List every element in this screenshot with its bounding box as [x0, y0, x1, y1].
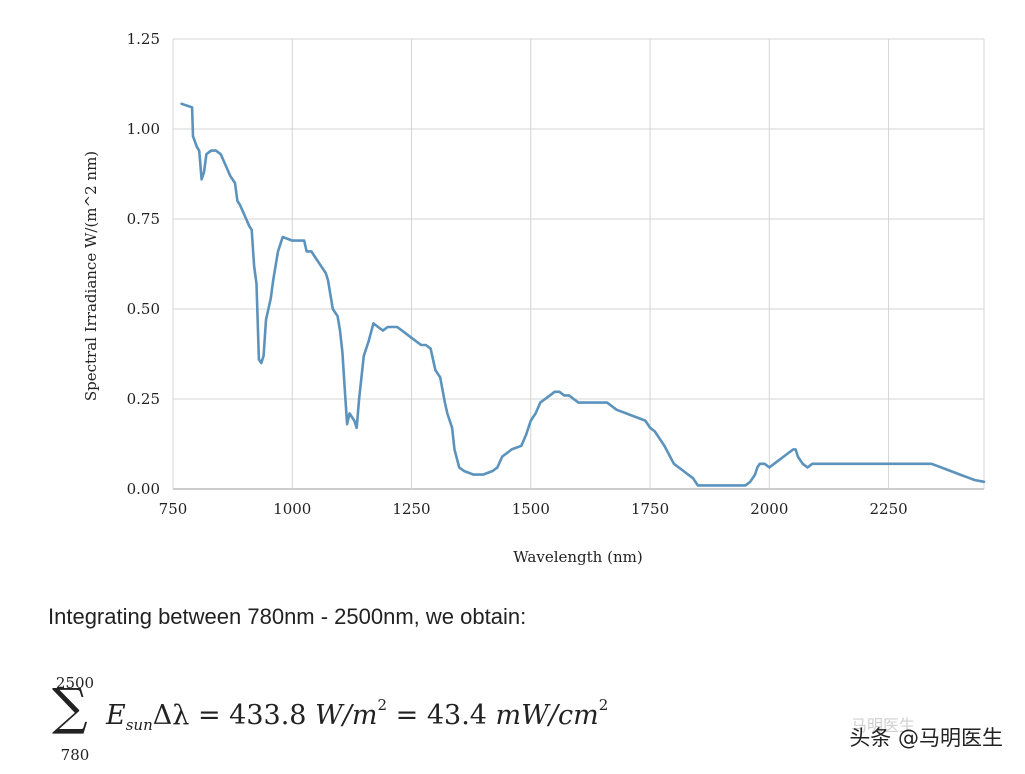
- formula-unit-2: mW/cm: [495, 700, 599, 731]
- integration-caption: Integrating between 780nm - 2500nm, we o…: [48, 604, 527, 629]
- y-tick-label: 1.25: [127, 30, 160, 48]
- y-tick-label: 0.50: [127, 300, 160, 318]
- x-axis-label: Wavelength (nm): [513, 548, 642, 566]
- y-axis-ticks: 0.00 0.25 0.50 0.75 1.00 1.25: [127, 30, 160, 498]
- formula-expression: EsunΔλ = 433.8 W/m2 = 43.4 mW/cm2: [106, 696, 608, 734]
- integration-formula: 2500 ∑ 780 EsunΔλ = 433.8 W/m2 = 43.4 mW…: [50, 668, 690, 768]
- formula-equals-value-2: = 43.4: [387, 700, 496, 731]
- formula-term: E: [106, 700, 126, 731]
- y-axis-label: Spectral Irradiance W/(m^2 nm): [82, 151, 100, 401]
- watermark: 头条 @马明医生: [849, 726, 1003, 750]
- formula-unit-2-exponent: 2: [598, 696, 609, 714]
- spectral-irradiance-chart: 0.00 0.25 0.50 0.75 1.00 1.25 750 1000 1250 1500…: [82, 30, 986, 566]
- x-tick-label: 1250: [392, 500, 430, 518]
- y-tick-label: 0.25: [127, 390, 160, 408]
- x-tick-label: 2000: [750, 500, 788, 518]
- faded-watermark: 马明医生: [850, 716, 915, 735]
- y-tick-label: 0.75: [127, 210, 160, 228]
- chart-grid: [172, 38, 985, 490]
- formula-equals-value-1: = 433.8: [189, 700, 316, 731]
- sum-symbol: ∑: [52, 678, 88, 736]
- x-axis-ticks: 750 1000 1250 1500 1750 2000 2250: [159, 500, 908, 518]
- y-tick-label: 0.00: [127, 480, 160, 498]
- formula-delta-lambda: Δλ: [152, 700, 190, 731]
- x-tick-label: 1750: [631, 500, 669, 518]
- x-tick-label: 750: [159, 500, 188, 518]
- y-tick-label: 1.00: [127, 120, 160, 138]
- sum-upper-limit: 2500: [55, 674, 95, 692]
- formula-unit-1: W/m: [315, 700, 378, 731]
- spectral-irradiance-line: [180, 102, 986, 487]
- x-tick-label: 2250: [869, 500, 907, 518]
- formula-unit-1-exponent: 2: [377, 696, 388, 714]
- x-tick-label: 1500: [512, 500, 550, 518]
- formula-term-subscript: sun: [125, 716, 153, 734]
- x-tick-label: 1000: [273, 500, 311, 518]
- sum-lower-limit: 780: [60, 746, 90, 764]
